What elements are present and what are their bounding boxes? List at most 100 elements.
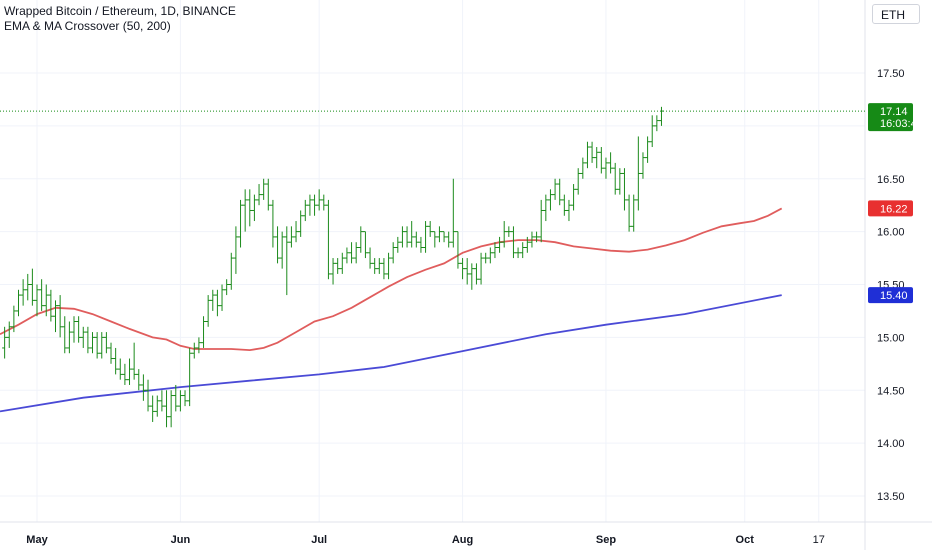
ohlc-bar bbox=[520, 242, 526, 259]
y-tick-label: 13.50 bbox=[877, 491, 905, 503]
ohlc-bar bbox=[534, 231, 540, 243]
ema-50-line bbox=[0, 207, 783, 352]
ohlc-bar bbox=[43, 284, 49, 317]
ohlc-bar bbox=[140, 374, 146, 401]
ohlc-bar bbox=[561, 194, 567, 216]
y-tick-label: 14.50 bbox=[877, 385, 905, 397]
ohlc-bar bbox=[90, 332, 96, 354]
ohlc-bar bbox=[529, 231, 535, 248]
ohlc-bar bbox=[53, 300, 59, 333]
ohlc-bar bbox=[483, 252, 489, 264]
last-price-badge-countdown: 16:03:45 bbox=[880, 118, 923, 130]
ohlc-bar bbox=[492, 242, 498, 259]
ohlc-bar bbox=[538, 199, 544, 243]
x-tick-label: Jul bbox=[311, 534, 327, 546]
ohlc-bar bbox=[635, 136, 641, 211]
ohlc-bar bbox=[362, 231, 368, 259]
ohlc-bar bbox=[238, 199, 244, 248]
ohlc-bar bbox=[71, 316, 77, 343]
ohlc-bar bbox=[103, 332, 109, 354]
ohlc-bar bbox=[566, 199, 572, 222]
ohlc-bar bbox=[210, 289, 216, 311]
ohlc-bar bbox=[80, 326, 86, 348]
ohlc-bar bbox=[589, 141, 595, 163]
ohlc-bar bbox=[242, 189, 248, 232]
ohlc-bar bbox=[372, 258, 378, 274]
ohlc-bar bbox=[594, 147, 600, 169]
ohlc-bar bbox=[353, 242, 359, 264]
ohlc-bar bbox=[358, 226, 364, 253]
ohlc-bar bbox=[39, 279, 45, 311]
ohlc-bar bbox=[501, 221, 507, 248]
y-tick-label: 17.50 bbox=[877, 68, 905, 80]
last-price-badge-bg bbox=[868, 103, 913, 132]
ohlc-bar bbox=[506, 226, 512, 237]
ohlc-bar bbox=[145, 379, 151, 412]
x-tick-label: 17 bbox=[813, 534, 825, 546]
ohlc-bar bbox=[464, 258, 470, 285]
indicator-label[interactable]: EMA & MA Crossover (50, 200) bbox=[4, 19, 171, 33]
ohlc-bar bbox=[29, 268, 35, 306]
ohlc-bar bbox=[279, 231, 285, 269]
ohlc-bar bbox=[159, 390, 165, 412]
ma-price-badge: 15.40 bbox=[868, 287, 913, 304]
chart-title: Wrapped Bitcoin / Ethereum, 1D, BINANCE bbox=[4, 4, 236, 18]
ohlc-bar bbox=[182, 390, 188, 407]
ohlc-bar bbox=[460, 258, 466, 280]
ohlc-bar bbox=[113, 347, 119, 375]
ohlc-bar bbox=[265, 178, 271, 211]
ohlc-bar bbox=[293, 221, 299, 243]
ohlc-bar bbox=[117, 358, 123, 380]
ohlc-bar bbox=[423, 221, 429, 253]
ohlc-bar bbox=[325, 199, 331, 280]
ohlc-bar bbox=[510, 226, 516, 259]
ohlc-bar bbox=[57, 295, 63, 338]
ohlc-bar bbox=[302, 199, 308, 222]
y-tick-label: 15.00 bbox=[877, 332, 905, 344]
ohlc-bar bbox=[455, 231, 461, 269]
ohlc-bar bbox=[187, 347, 193, 407]
y-tick-label: 14.00 bbox=[877, 438, 905, 450]
x-axis[interactable]: May Jun Jul Aug Sep Oct 17 bbox=[26, 534, 825, 546]
ohlc-bar bbox=[399, 226, 405, 248]
ohlc-bar bbox=[497, 236, 503, 253]
ohlc-bar bbox=[85, 326, 91, 354]
ohlc-bar bbox=[205, 295, 211, 327]
ohlc-bar bbox=[487, 247, 493, 264]
ohlc-bar bbox=[386, 252, 392, 280]
ohlc-bar bbox=[450, 178, 456, 248]
ohlc-bar bbox=[446, 231, 452, 248]
ohlc-bar bbox=[418, 236, 424, 253]
ohlc-bar bbox=[649, 115, 655, 148]
ohlc-bar bbox=[515, 247, 521, 259]
ohlc-bar bbox=[168, 390, 174, 428]
ohlc-bar bbox=[275, 226, 281, 264]
ohlc-bar bbox=[122, 363, 128, 385]
symbol-compare-button[interactable]: ETH bbox=[872, 4, 920, 24]
ohlc-bar bbox=[312, 194, 318, 216]
ohlc-bar bbox=[603, 157, 609, 179]
ohlc-bar bbox=[344, 247, 350, 264]
ema-price-badge-bg bbox=[868, 200, 913, 217]
ohlc-bar bbox=[626, 194, 632, 232]
ohlc-bar bbox=[177, 390, 183, 412]
ohlc-bar bbox=[62, 316, 68, 354]
ohlc-bar bbox=[247, 189, 253, 227]
ohlc-bar bbox=[436, 226, 442, 243]
ohlc-bar bbox=[16, 289, 22, 317]
ohlc-bar bbox=[164, 390, 170, 428]
ohlc-bar bbox=[617, 168, 623, 195]
y-tick-label: 16.50 bbox=[877, 174, 905, 186]
ohlc-bar bbox=[390, 242, 396, 264]
ohlc-bar bbox=[469, 263, 475, 290]
y-axis[interactable]: 13.5014.0014.5015.0015.5016.0016.5017.00… bbox=[877, 68, 905, 503]
ohlc-bar bbox=[307, 194, 313, 216]
ohlc-bar bbox=[631, 194, 637, 232]
ohlc-bar bbox=[256, 184, 262, 206]
ohlc-bar bbox=[25, 273, 31, 301]
ohlc-bar bbox=[376, 258, 382, 274]
